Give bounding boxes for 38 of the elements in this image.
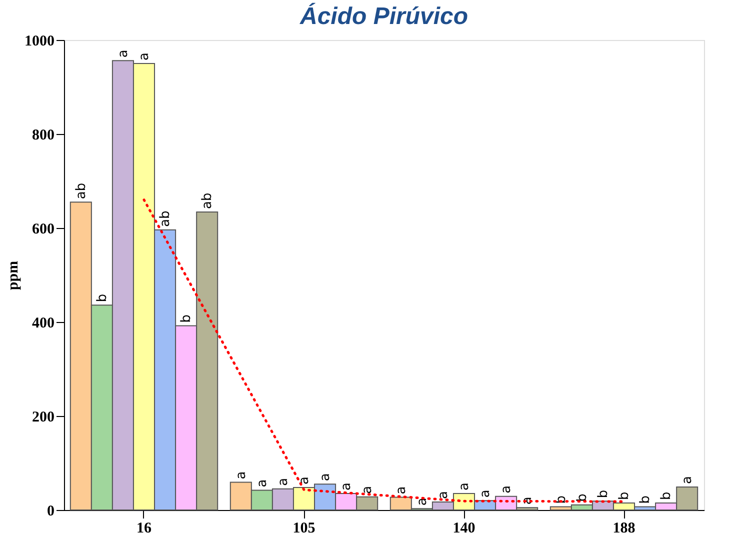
data-label: a [318,473,334,482]
data-label: b [638,495,654,504]
x-tick-label: 140 [452,520,476,536]
data-label: b [94,294,110,302]
y-tick-label: 800 [32,128,54,144]
y-tick-label: 1000 [24,34,54,50]
data-label: a [360,486,376,494]
y-axis-title: ppm [6,260,22,290]
data-label: a [457,482,472,491]
data-label: a [436,491,451,500]
data-label: ab [74,182,89,200]
data-label: a [394,486,409,494]
y-tick-label: 0 [47,504,54,520]
data-label: a [254,479,270,488]
data-label: a [276,478,291,486]
y-tick-label: 400 [32,316,54,332]
x-tick-label: 105 [292,520,316,536]
data-label: a [339,482,354,491]
data-label: a [414,498,430,506]
data-label: a [499,485,514,494]
data-label: b [659,492,674,500]
data-label: b [179,314,194,323]
data-label: b [574,494,590,502]
data-label: a [478,490,494,498]
y-tick-label: 600 [32,222,54,238]
x-tick-label: 16 [136,520,152,536]
data-label: a [234,471,249,480]
chart-title: Ácido Pirúvico [298,2,468,30]
data-label: ab [200,192,216,210]
y-tick-label: 200 [32,410,54,426]
data-label: a [116,50,131,58]
data-label: ab [158,210,174,227]
x-tick-label: 188 [612,520,636,536]
data-label: a [137,52,152,60]
data-label: a [680,476,696,484]
data-label: b [596,490,611,498]
data-label: a [297,476,312,484]
data-label: b [617,492,632,500]
